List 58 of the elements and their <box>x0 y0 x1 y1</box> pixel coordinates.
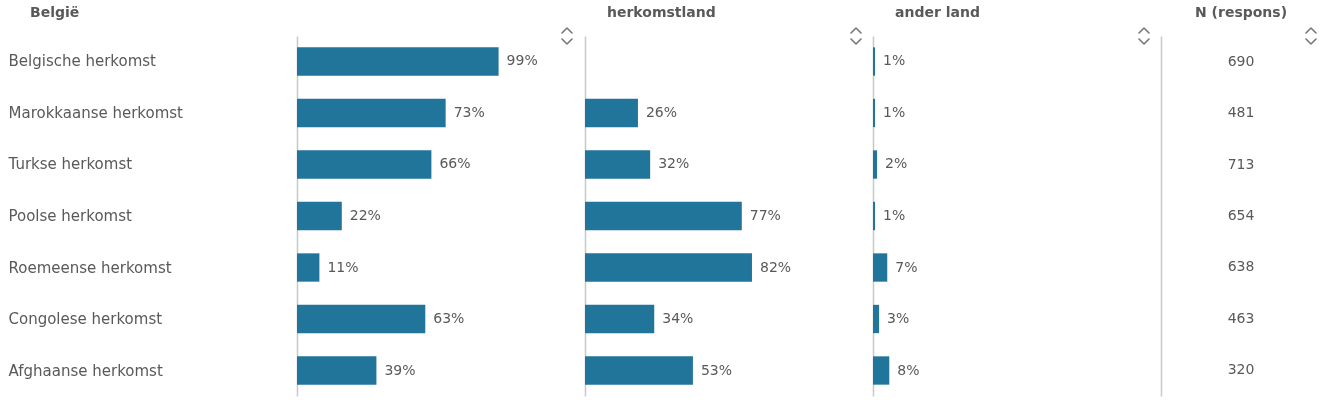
data-label: 8% <box>897 361 920 378</box>
data-label: 7% <box>895 258 918 275</box>
bar <box>297 356 377 385</box>
bar <box>873 253 888 282</box>
data-label: 73% <box>453 104 485 120</box>
bar <box>585 150 651 179</box>
bar <box>873 150 878 179</box>
data-label: 481 <box>1227 104 1255 121</box>
bar <box>297 150 432 179</box>
y-tick-label: Poolse herkomst <box>8 207 132 225</box>
bar <box>585 356 693 385</box>
bar <box>585 98 638 128</box>
bar <box>873 98 876 128</box>
y-tick-label: Belgische herkomst <box>8 52 157 71</box>
data-label: 3% <box>887 310 910 326</box>
bar <box>873 356 890 385</box>
bar <box>585 304 655 334</box>
data-label: 1% <box>883 207 906 223</box>
data-label: 53% <box>700 361 733 378</box>
bar <box>585 201 742 231</box>
data-label: 2% <box>885 155 908 172</box>
data-label: 320 <box>1227 361 1255 378</box>
y-tick-label: Afghaanse herkomst <box>8 361 163 380</box>
data-label: 654 <box>1227 207 1255 223</box>
data-label: 34% <box>662 310 694 326</box>
bar <box>297 201 342 231</box>
bar <box>297 304 426 334</box>
data-label: 690 <box>1227 52 1255 69</box>
data-label: 713 <box>1227 155 1255 172</box>
data-label: 463 <box>1227 309 1255 326</box>
data-label: 1% <box>883 52 906 69</box>
data-label: 63% <box>433 310 465 326</box>
text: ander land <box>895 4 980 20</box>
y-tick-label: Marokkaanse herkomst <box>8 104 184 122</box>
y-tick-label: Congolese herkomst <box>8 310 163 328</box>
chart-title: herkomstland <box>607 4 716 20</box>
data-label: 1% <box>883 104 906 120</box>
y-tick-label: Turkse herkomst <box>7 155 133 174</box>
bar <box>585 253 752 282</box>
data-label: 39% <box>384 361 416 378</box>
y-tick-label: Roemeense herkomst <box>8 258 172 277</box>
data-label: 32% <box>658 155 690 172</box>
bar <box>297 47 499 76</box>
data-label: 26% <box>645 104 678 120</box>
bar <box>873 304 880 334</box>
bar <box>873 47 876 76</box>
data-label: 11% <box>327 258 359 275</box>
bar <box>297 98 446 128</box>
data-label: 66% <box>439 155 471 172</box>
data-label: 82% <box>759 258 792 275</box>
text: België <box>30 4 80 20</box>
data-label: 77% <box>749 207 781 223</box>
data-label: 638 <box>1227 258 1255 275</box>
text: N (respons) <box>1195 4 1288 20</box>
bar <box>873 201 876 231</box>
bar <box>297 253 320 282</box>
data-label: 22% <box>349 207 381 223</box>
data-label: 99% <box>506 52 538 69</box>
